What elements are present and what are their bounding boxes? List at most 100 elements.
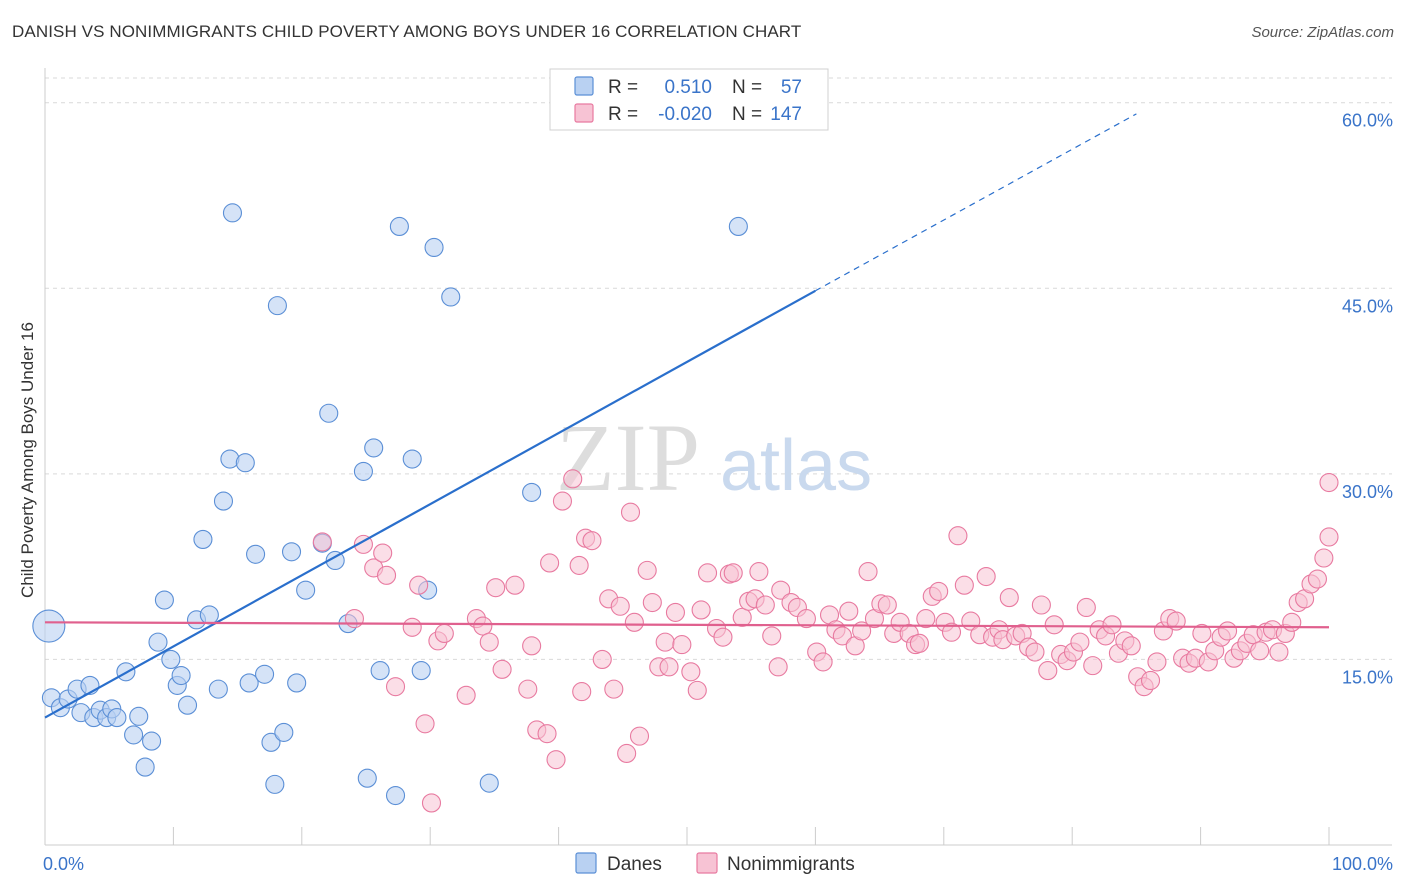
danes-point-57 (728, 216, 748, 237)
nonimmigrants-point-37 (620, 502, 641, 522)
y-tick-label-1: 30.0% (1342, 482, 1393, 502)
danes-point-55 (479, 773, 499, 793)
danes-point-29 (235, 453, 255, 473)
nonimmigrants-point-4 (373, 543, 393, 563)
danes-point-30 (239, 673, 259, 693)
nonimmigrants-point-82 (909, 633, 929, 653)
danes-point-17 (154, 590, 174, 610)
y-tick-label-3: 60.0% (1342, 111, 1393, 131)
nonimmigrants-point-43 (655, 632, 675, 652)
danes-point-25 (208, 679, 228, 699)
legend-n-label-danes: N = (732, 77, 762, 98)
nonimmigrants-point-16 (479, 632, 499, 652)
nonimmigrants-point-31 (582, 531, 602, 551)
nonimmigrants-point-50 (697, 563, 718, 583)
danes-point-38 (287, 673, 307, 693)
chart-source: Source: ZipAtlas.com (1251, 24, 1394, 41)
y-axis-title: Child Poverty Among Boys Under 16 (18, 322, 37, 598)
nonimmigrants-point-83 (916, 609, 936, 629)
nonimmigrants-point-119 (1147, 652, 1167, 672)
bottom-legend: Danes Nonimmigrants (575, 852, 855, 875)
nonimmigrants-point-20 (518, 679, 538, 699)
danes-point-12 (124, 725, 144, 745)
nonimmigrants-point-145 (1314, 548, 1334, 568)
danes-point-48 (385, 785, 406, 806)
x-tick-label-0: 0.0% (43, 854, 84, 874)
nonimmigrants-point-55 (732, 607, 752, 627)
nonimmigrants-point-39 (629, 726, 650, 746)
nonimmigrants-point-135 (1250, 641, 1270, 661)
danes-point-54 (441, 287, 461, 307)
danes-point-41 (319, 403, 339, 423)
nonimmigrants-point-103 (1044, 615, 1064, 635)
watermark: ZIP atlas (556, 404, 872, 511)
y-tick-label-2: 45.0% (1342, 296, 1393, 316)
legend-r-label-nonimmigrants: R = (608, 104, 638, 125)
bottom-legend-label-nonimmigrants: Nonimmigrants (727, 854, 855, 875)
nonimmigrants-point-147 (1319, 472, 1339, 493)
danes-point-34 (265, 774, 285, 794)
nonimmigrants-point-26 (552, 491, 573, 511)
nonimmigrants-point-29 (572, 682, 592, 702)
nonimmigrants-point-1 (344, 609, 364, 629)
tick-labels: 15.0% 30.0% 45.0% 60.0% 0.0% 100.0% (43, 111, 1393, 874)
legend-frame (549, 68, 829, 131)
nonimmigrants-point-102 (1038, 661, 1058, 681)
nonimmigrants-point-15 (473, 616, 493, 636)
danes-point-33 (261, 732, 281, 752)
nonimmigrants-point-87 (941, 622, 962, 642)
nonimmigrants-point-126 (1192, 623, 1212, 644)
nonimmigrants-point-112 (1102, 615, 1122, 635)
danes-point-31 (246, 544, 266, 564)
nonimmigrants-point-59 (755, 595, 775, 615)
y-tick-label-0: 15.0% (1342, 667, 1393, 687)
nonimmigrants-point-7 (402, 617, 422, 637)
nonimmigrants-point-138 (1269, 642, 1289, 662)
nonimmigrants-point-85 (929, 581, 949, 601)
nonimmigrants-point-21 (522, 636, 542, 656)
nonimmigrants-point-100 (1025, 642, 1045, 662)
danes-point-47 (370, 661, 390, 681)
nonimmigrants-point-36 (617, 743, 637, 764)
nonimmigrants-point-44 (659, 657, 679, 677)
danes-point-42 (325, 550, 345, 571)
nonimmigrants-point-70 (832, 626, 852, 646)
nonimmigrants-point-17 (486, 578, 506, 598)
danes-point-23 (193, 529, 213, 549)
legend-r-value-danes: 0.510 (664, 77, 712, 98)
nonimmigrants-point-77 (877, 595, 897, 615)
bottom-legend-swatch-danes (575, 852, 597, 874)
nonimmigrants-trend-line (44, 621, 1330, 629)
nonimmigrants-point-27 (563, 469, 583, 489)
danes-point-45 (357, 768, 377, 788)
x-tick-label-1: 100.0% (1332, 854, 1393, 874)
nonimmigrants-point-101 (1031, 595, 1051, 615)
nonimmigrants-point-49 (691, 600, 711, 620)
nonimmigrants-point-109 (1083, 656, 1103, 676)
danes-point-24 (199, 605, 219, 625)
nonimmigrants-point-74 (858, 562, 878, 582)
nonimmigrants-point-144 (1307, 569, 1327, 589)
nonimmigrants-point-10 (421, 793, 442, 813)
danes-point-16 (148, 632, 168, 652)
nonimmigrants-point-52 (713, 627, 733, 647)
nonimmigrants-point-146 (1319, 527, 1339, 547)
danes-trend-line (44, 289, 816, 719)
nonimmigrants-point-0 (312, 532, 332, 552)
watermark-zip: ZIP (556, 404, 700, 511)
nonimmigrants-point-108 (1076, 597, 1096, 618)
danes-point-14 (135, 757, 155, 777)
nonimmigrants-point-60 (762, 626, 782, 646)
legend-box: R = 0.510 N = 57 R = -0.020 N = 147 (549, 68, 829, 131)
nonimmigrants-point-48 (687, 680, 707, 700)
nonimmigrants-point-35 (610, 596, 630, 616)
nonimmigrants-point-61 (768, 657, 788, 677)
nonimmigrants-point-89 (954, 575, 974, 595)
danes-point-35 (267, 296, 287, 316)
nonimmigrants-point-46 (672, 635, 692, 655)
nonimmigrants-point-130 (1218, 621, 1238, 641)
nonimmigrants-point-71 (839, 601, 859, 621)
nonimmigrants-point-54 (723, 563, 743, 583)
nonimmigrants-point-34 (604, 679, 624, 699)
nonimmigrants-point-92 (976, 566, 996, 587)
